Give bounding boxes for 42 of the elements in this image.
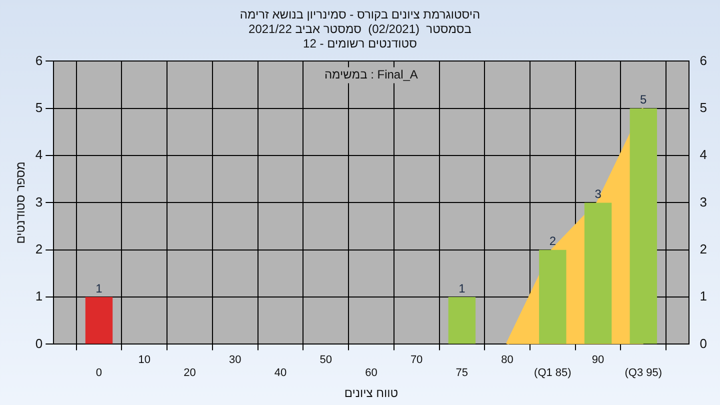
y2-tick-label: 0	[700, 336, 708, 351]
x-tick-label: 30	[228, 354, 242, 366]
bar	[584, 202, 612, 344]
bar	[448, 297, 476, 344]
x-tick-label: 90	[592, 354, 604, 366]
chart-title: היסטוגרמת ציונים בקורס - סמינריון בנושא זרימה	[240, 8, 480, 22]
x-axis-title: טווח ציונים	[344, 386, 398, 400]
x-tick-label: 60	[365, 367, 378, 380]
x-tick-label: (Q1 85)	[534, 367, 572, 380]
y-tick-label: 6	[35, 52, 43, 68]
data-label: 2	[549, 234, 556, 248]
y-tick-label: 2	[35, 241, 43, 256]
x-tick-label: 50	[320, 354, 332, 366]
x-tick-label: 80	[501, 354, 514, 366]
y2-tick-label: 4	[700, 147, 708, 162]
bar	[630, 108, 658, 344]
y2-tick-label: 3	[700, 194, 708, 210]
x-tick-label: 70	[410, 354, 423, 366]
y2-tick-label: 5	[700, 100, 708, 115]
annotation: במשימה : Final_A	[324, 68, 418, 82]
x-tick-label: 40	[274, 367, 287, 380]
bar	[85, 297, 113, 344]
x-tick-label: (Q3 95)	[624, 367, 662, 380]
y-tick-label: 0	[35, 336, 43, 351]
x-tick-label: 10	[138, 354, 150, 366]
y-tick-label: 4	[35, 147, 43, 162]
chart-subtitle: בסמסטר (02/2021) סמסטר אביב 2021/22 סטודנטים רשומים - 12	[248, 22, 472, 50]
y-tick-label: 5	[35, 100, 43, 115]
data-label: 1	[96, 281, 103, 296]
x-tick-label: 20	[184, 367, 196, 380]
y-tick-label: 1	[35, 288, 43, 304]
y2-tick-label: 6	[700, 52, 708, 68]
y-tick-label: 3	[35, 194, 43, 210]
x-tick-label: 75	[456, 367, 468, 380]
y2-tick-label: 2	[700, 241, 708, 256]
data-label: 3	[594, 187, 602, 202]
x-tick-label: 0	[96, 367, 102, 380]
data-label: 5	[640, 92, 648, 107]
bar	[539, 250, 566, 344]
y2-tick-label: 1	[700, 288, 708, 304]
data-label: 1	[458, 281, 466, 296]
y-axis-title: מספר סטודנטים	[14, 162, 28, 244]
